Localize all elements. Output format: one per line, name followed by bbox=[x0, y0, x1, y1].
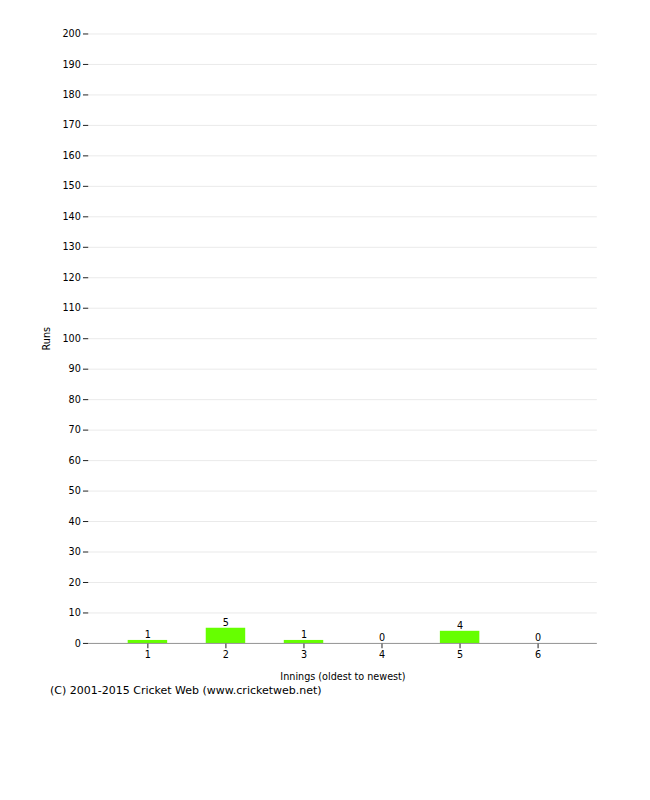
svg-text:20: 20 bbox=[69, 577, 81, 588]
html-text:(C) 2001-2015 Cricket Web (www: (C) 2001-2015 Cricket Web (www.cricketwe… bbox=[50, 684, 322, 698]
svg-text:180: 180 bbox=[62, 89, 80, 100]
svg-text:3: 3 bbox=[301, 649, 307, 660]
svg-text:Runs: Runs bbox=[41, 327, 52, 350]
svg-text:120: 120 bbox=[62, 272, 80, 283]
svg-text:Innings (oldest to newest): Innings (oldest to newest) bbox=[280, 671, 405, 682]
svg-text:90: 90 bbox=[69, 363, 81, 374]
svg-text:100: 100 bbox=[62, 333, 80, 344]
svg-text:5: 5 bbox=[457, 649, 463, 660]
svg-text:60: 60 bbox=[69, 455, 81, 466]
svg-text:0: 0 bbox=[379, 632, 385, 643]
svg-text:200: 200 bbox=[62, 28, 80, 39]
svg-text:1: 1 bbox=[145, 629, 151, 640]
svg-text:5: 5 bbox=[223, 617, 229, 628]
svg-text:40: 40 bbox=[69, 516, 81, 527]
svg-text:6: 6 bbox=[535, 649, 541, 660]
svg-text:30: 30 bbox=[69, 546, 81, 557]
svg-text:10: 10 bbox=[69, 607, 81, 618]
svg-text:1: 1 bbox=[301, 629, 307, 640]
svg-text:80: 80 bbox=[69, 394, 81, 405]
svg-text:2: 2 bbox=[223, 649, 229, 660]
svg-text:150: 150 bbox=[62, 180, 80, 191]
svg-text:130: 130 bbox=[62, 241, 80, 252]
svg-text:70: 70 bbox=[69, 424, 81, 435]
svg-text:110: 110 bbox=[62, 302, 80, 313]
svg-text:50: 50 bbox=[69, 485, 81, 496]
svg-text:0: 0 bbox=[75, 638, 81, 649]
svg-text:0: 0 bbox=[535, 632, 541, 643]
svg-text:190: 190 bbox=[62, 59, 80, 70]
svg-text:1: 1 bbox=[145, 649, 151, 660]
svg-text:4: 4 bbox=[379, 649, 385, 660]
svg-text:4: 4 bbox=[457, 620, 463, 631]
svg-text:140: 140 bbox=[62, 211, 80, 222]
svg-text:170: 170 bbox=[62, 119, 80, 130]
svg-text:160: 160 bbox=[62, 150, 80, 161]
